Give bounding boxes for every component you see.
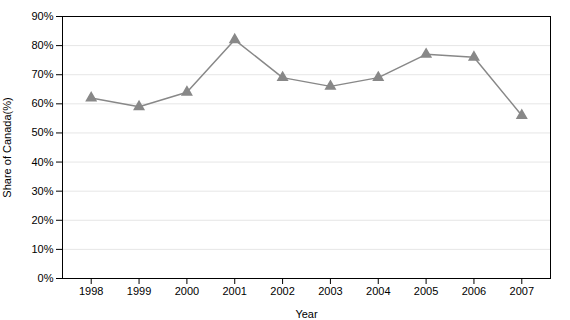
svg-text:30%: 30%: [31, 185, 53, 197]
svg-text:0%: 0%: [38, 272, 54, 284]
svg-text:2000: 2000: [175, 285, 199, 297]
svg-text:50%: 50%: [31, 126, 53, 138]
svg-text:20%: 20%: [31, 214, 53, 226]
svg-text:2005: 2005: [414, 285, 438, 297]
svg-text:60%: 60%: [31, 97, 53, 109]
svg-text:70%: 70%: [31, 68, 53, 80]
svg-text:2006: 2006: [462, 285, 486, 297]
svg-text:1999: 1999: [127, 285, 151, 297]
svg-text:90%: 90%: [31, 10, 53, 22]
svg-text:2003: 2003: [318, 285, 342, 297]
svg-text:2007: 2007: [510, 285, 534, 297]
svg-text:2001: 2001: [222, 285, 246, 297]
svg-text:80%: 80%: [31, 39, 53, 51]
svg-text:Share of Canada(%): Share of Canada(%): [1, 97, 13, 197]
svg-text:2002: 2002: [270, 285, 294, 297]
svg-text:2004: 2004: [366, 285, 390, 297]
svg-text:Year: Year: [295, 308, 318, 320]
svg-text:1998: 1998: [79, 285, 103, 297]
svg-text:10%: 10%: [31, 243, 53, 255]
svg-text:40%: 40%: [31, 156, 53, 168]
